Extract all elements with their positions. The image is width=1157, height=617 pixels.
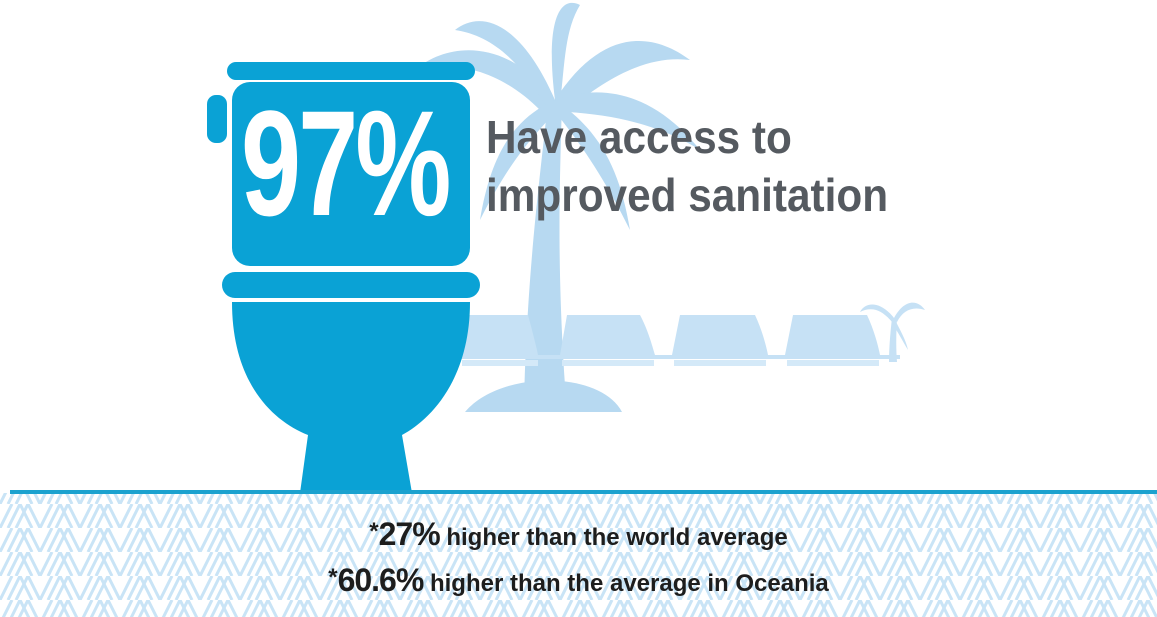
footer-pattern	[0, 493, 1157, 617]
small-palm-icon	[860, 302, 925, 362]
bungalow-icon	[460, 315, 900, 366]
footnote-text: higher than the world average	[439, 524, 788, 551]
stat-value: 97%	[241, 79, 451, 247]
footnotes: *27% higher than the world average *60.6…	[0, 512, 1157, 604]
palm-tree-icon	[415, 2, 700, 412]
headline-line-2: improved sanitation	[486, 169, 889, 221]
stat-headline: Have access to improved sanitation	[486, 108, 923, 224]
footnote-text: higher than the average in Oceania	[423, 570, 829, 597]
footnote-asterisk: *	[328, 564, 338, 591]
footnote-world: *27% higher than the world average	[0, 512, 1157, 558]
footnote-figure: 27%	[378, 516, 441, 552]
headline-line-1: Have access to	[486, 111, 792, 163]
footnote-oceania: *60.6% higher than the average in Oceani…	[0, 558, 1157, 604]
footnote-figure: 60.6%	[337, 562, 425, 598]
footer-line	[10, 490, 1157, 494]
toilet-icon	[207, 62, 480, 493]
footnote-asterisk: *	[369, 518, 379, 545]
